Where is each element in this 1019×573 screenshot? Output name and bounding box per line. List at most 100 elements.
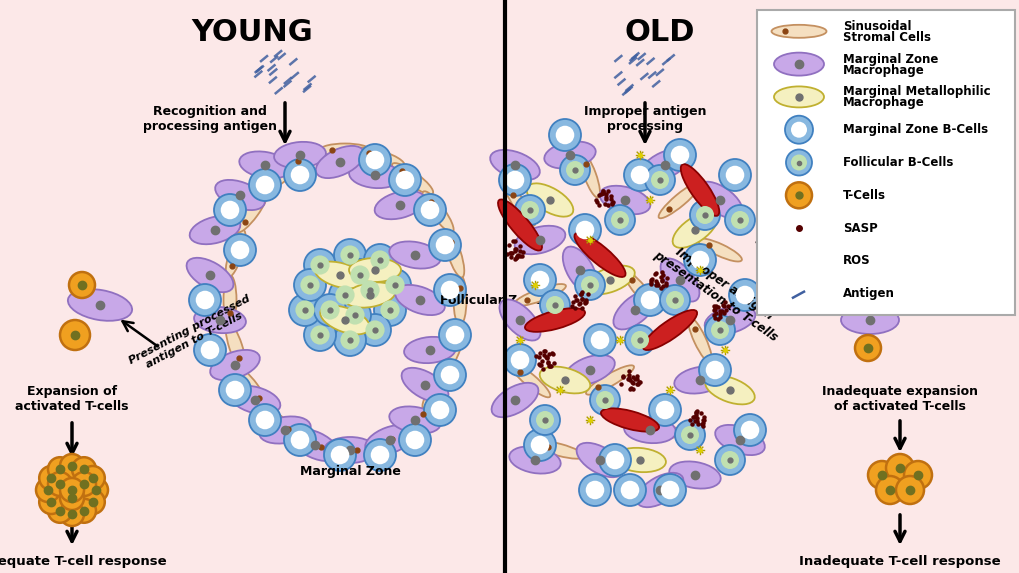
Circle shape (875, 476, 903, 504)
Circle shape (60, 454, 84, 478)
Circle shape (304, 319, 335, 351)
Ellipse shape (525, 308, 585, 332)
Circle shape (189, 284, 221, 316)
Circle shape (695, 206, 713, 224)
Ellipse shape (600, 409, 658, 431)
Ellipse shape (672, 212, 716, 248)
Ellipse shape (688, 317, 711, 363)
Ellipse shape (704, 306, 755, 334)
Circle shape (414, 194, 445, 226)
Circle shape (340, 331, 360, 350)
Ellipse shape (773, 87, 823, 107)
Ellipse shape (504, 185, 535, 226)
Circle shape (731, 211, 748, 229)
Circle shape (314, 294, 345, 326)
Ellipse shape (580, 152, 599, 198)
Ellipse shape (257, 163, 298, 194)
Text: ROS: ROS (842, 254, 870, 268)
Circle shape (535, 411, 553, 429)
Ellipse shape (640, 149, 689, 181)
Circle shape (660, 481, 679, 499)
Circle shape (704, 315, 735, 345)
Ellipse shape (229, 386, 280, 414)
Circle shape (343, 259, 376, 291)
Circle shape (333, 324, 366, 356)
Ellipse shape (320, 305, 370, 335)
Circle shape (548, 119, 581, 151)
Ellipse shape (680, 164, 718, 216)
Text: Inadequate expansion
of activated T-cells: Inadequate expansion of activated T-cell… (821, 385, 977, 413)
Circle shape (648, 394, 681, 426)
Circle shape (886, 454, 913, 482)
Text: Expansion of
activated T-cells: Expansion of activated T-cells (15, 385, 128, 413)
Ellipse shape (624, 417, 676, 443)
Circle shape (360, 280, 379, 300)
Ellipse shape (404, 337, 455, 363)
Circle shape (364, 439, 395, 471)
Circle shape (729, 279, 760, 311)
Ellipse shape (490, 150, 539, 180)
Circle shape (435, 236, 453, 254)
Circle shape (48, 499, 72, 523)
Ellipse shape (565, 355, 614, 385)
Circle shape (689, 200, 719, 230)
Circle shape (345, 305, 364, 324)
Ellipse shape (422, 368, 453, 409)
Circle shape (224, 234, 256, 266)
Ellipse shape (704, 376, 754, 405)
Circle shape (584, 324, 615, 356)
Ellipse shape (285, 433, 333, 453)
Ellipse shape (497, 199, 541, 250)
Circle shape (659, 285, 689, 315)
Circle shape (48, 457, 72, 481)
Circle shape (320, 300, 339, 320)
Circle shape (621, 481, 639, 499)
Circle shape (194, 334, 226, 366)
Circle shape (511, 351, 529, 369)
Circle shape (524, 429, 555, 461)
Ellipse shape (499, 300, 540, 340)
Circle shape (598, 444, 631, 476)
Circle shape (48, 472, 72, 496)
Circle shape (220, 201, 239, 219)
Ellipse shape (510, 363, 549, 397)
Ellipse shape (391, 163, 433, 194)
Circle shape (304, 249, 335, 281)
Text: Follicular Zone: Follicular Zone (439, 293, 543, 307)
Circle shape (786, 150, 811, 175)
Text: Sinusoidal: Sinusoidal (842, 20, 911, 33)
Circle shape (60, 502, 84, 526)
Circle shape (424, 394, 455, 426)
Ellipse shape (636, 473, 683, 507)
Circle shape (595, 391, 613, 409)
Ellipse shape (642, 310, 696, 350)
Text: Marginal Zone: Marginal Zone (842, 53, 937, 66)
Ellipse shape (374, 191, 425, 219)
Circle shape (671, 146, 689, 164)
Ellipse shape (348, 162, 400, 188)
Circle shape (395, 171, 414, 189)
Circle shape (293, 269, 326, 301)
Circle shape (310, 325, 329, 344)
Circle shape (335, 285, 355, 305)
Circle shape (585, 481, 603, 499)
Text: Marginal Zone: Marginal Zone (300, 465, 400, 478)
Ellipse shape (444, 323, 464, 370)
Circle shape (569, 214, 600, 246)
Ellipse shape (225, 323, 246, 370)
Ellipse shape (574, 233, 625, 277)
Circle shape (589, 385, 620, 415)
Text: OLD: OLD (624, 18, 695, 47)
Ellipse shape (623, 270, 656, 309)
FancyBboxPatch shape (756, 10, 1014, 315)
Circle shape (653, 474, 686, 506)
Circle shape (310, 256, 329, 274)
Circle shape (380, 300, 399, 320)
Circle shape (867, 461, 895, 489)
Circle shape (364, 244, 395, 276)
Circle shape (604, 205, 635, 235)
Circle shape (370, 250, 389, 270)
Ellipse shape (320, 143, 370, 156)
Circle shape (288, 294, 321, 326)
Ellipse shape (658, 182, 701, 218)
